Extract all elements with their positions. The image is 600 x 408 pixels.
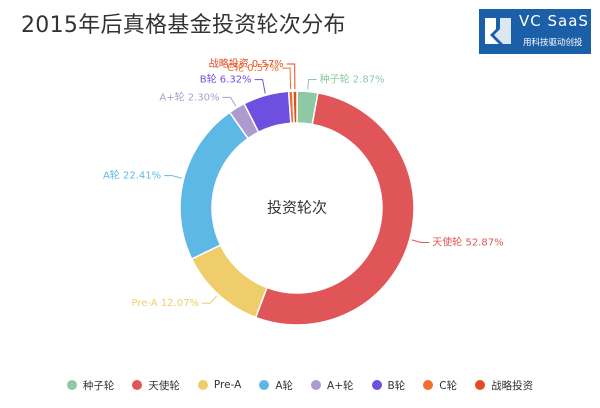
vc-saas-logo: VC SaaS 用科技驱动创投 [479, 9, 591, 54]
legend-label: 战略投资 [491, 379, 534, 392]
chart-legend: 种子轮 天使轮 Pre-A A轮 A+轮 B轮 C轮 战略投资 [0, 376, 600, 394]
data-label-b轮: B轮 6.32% [200, 73, 252, 86]
legend-swatch [475, 380, 486, 390]
legend-item-a轮[interactable]: A轮 [259, 378, 293, 393]
chart-title: 2015年后真格基金投资轮次分布 [21, 13, 346, 38]
legend-label: Pre-A [213, 379, 242, 391]
leader-line-种子轮 [307, 79, 317, 90]
legend-swatch [66, 380, 77, 390]
legend-label: 种子轮 [82, 379, 115, 392]
data-label-天使轮: 天使轮 52.87% [432, 236, 503, 249]
donut-chart: 种子轮 2.87% 天使轮 52.87% Pre-A 12.07% A轮 22.41%… [103, 57, 504, 326]
legend-swatch [423, 380, 434, 390]
slice-a轮[interactable] [179, 111, 250, 260]
vc-saas-logo-mark [485, 18, 511, 44]
leader-line-pre-a [201, 295, 218, 304]
data-label-pre-a: Pre-A 12.07% [132, 298, 199, 309]
data-label-c轮: C轮 0.57% [227, 61, 279, 74]
leader-line-战略投资 [286, 63, 296, 90]
leader-line-b轮 [254, 79, 266, 94]
legend-label: A轮 [275, 379, 294, 392]
logo-tagline: 用科技驱动创投 [523, 38, 583, 48]
leader-line-a轮 [164, 175, 182, 179]
legend-item-c轮[interactable]: C轮 [423, 378, 457, 393]
legend-item-种子轮[interactable]: 种子轮 [66, 378, 115, 393]
legend-label: A+轮 [327, 379, 354, 392]
legend-swatch [259, 380, 270, 390]
data-label-a轮: A轮 22.41% [103, 169, 161, 182]
legend-swatch [311, 380, 322, 390]
legend-swatch [132, 380, 143, 390]
donut-center-label: 投资轮次 [267, 199, 327, 217]
data-label-aplus轮: A+轮 2.30% [159, 90, 219, 103]
legend-item-天使轮[interactable]: 天使轮 [132, 378, 180, 393]
legend-item-战略投资[interactable]: 战略投资 [475, 378, 533, 393]
data-label-种子轮: 种子轮 2.87% [320, 73, 385, 86]
legend-item-b轮[interactable]: B轮 [371, 378, 406, 393]
legend-label: 天使轮 [148, 379, 180, 392]
legend-swatch [197, 380, 208, 390]
slice-天使轮[interactable] [254, 92, 415, 326]
legend-label: C轮 [439, 379, 458, 392]
slice-pre-a[interactable] [190, 244, 268, 319]
legend-label: B轮 [387, 379, 406, 392]
legend-item-pre-a[interactable]: Pre-A [197, 379, 242, 391]
legend-swatch [371, 380, 382, 390]
leader-line-c轮 [282, 67, 292, 90]
data-label-战略投资: 战略投资 0.57% [209, 57, 284, 70]
legend-item-aplus轮[interactable]: A+轮 [311, 378, 354, 393]
leader-line-天使轮 [411, 239, 430, 244]
logo-brand-text: VC SaaS [519, 12, 589, 30]
slice-战略投资[interactable] [292, 90, 298, 124]
leader-line-aplus轮 [222, 96, 237, 107]
